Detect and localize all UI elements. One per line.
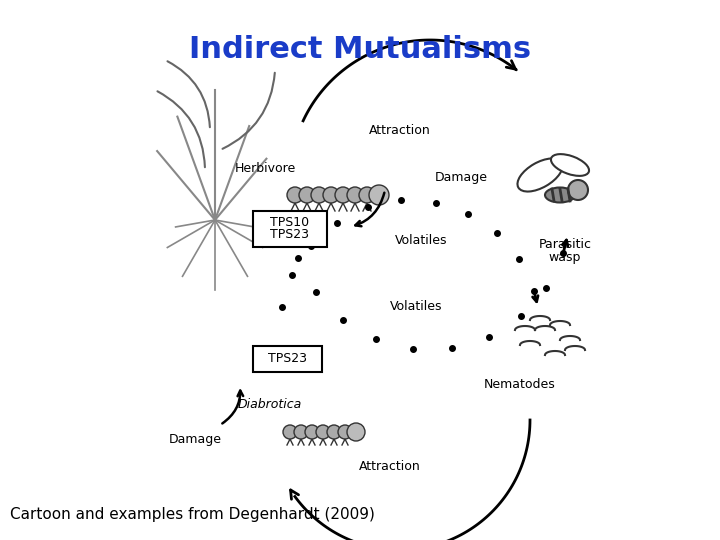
Text: Attraction: Attraction [359,461,421,474]
FancyBboxPatch shape [253,211,327,247]
Circle shape [369,185,389,205]
Text: wasp: wasp [549,251,581,264]
Circle shape [338,425,352,439]
Circle shape [287,187,303,203]
Circle shape [323,187,339,203]
FancyBboxPatch shape [253,346,322,372]
Circle shape [327,425,341,439]
Circle shape [294,425,308,439]
Circle shape [359,187,375,203]
Circle shape [347,423,365,441]
Text: Nematodes: Nematodes [484,379,556,392]
Text: Herbivore: Herbivore [235,162,296,175]
Circle shape [568,180,588,200]
Circle shape [335,187,351,203]
Circle shape [305,425,319,439]
Circle shape [316,425,330,439]
Text: Attraction: Attraction [369,124,431,137]
Text: Volatiles: Volatiles [395,233,448,246]
Text: TPS23: TPS23 [271,228,310,241]
Circle shape [347,187,363,203]
Ellipse shape [518,158,562,192]
Text: Diabrotica: Diabrotica [238,399,302,411]
Text: TPS10: TPS10 [271,217,310,230]
Ellipse shape [545,187,575,202]
Circle shape [283,425,297,439]
Circle shape [311,187,327,203]
Text: Damage: Damage [168,434,222,447]
Text: Parasitic: Parasitic [539,239,592,252]
Circle shape [299,187,315,203]
Text: TPS23: TPS23 [268,353,307,366]
Text: Indirect Mutualisms: Indirect Mutualisms [189,35,531,64]
Text: Damage: Damage [435,171,488,184]
Text: Cartoon and examples from Degenhardt (2009): Cartoon and examples from Degenhardt (20… [10,507,375,522]
Ellipse shape [551,154,589,176]
Text: Volatiles: Volatiles [390,300,443,314]
